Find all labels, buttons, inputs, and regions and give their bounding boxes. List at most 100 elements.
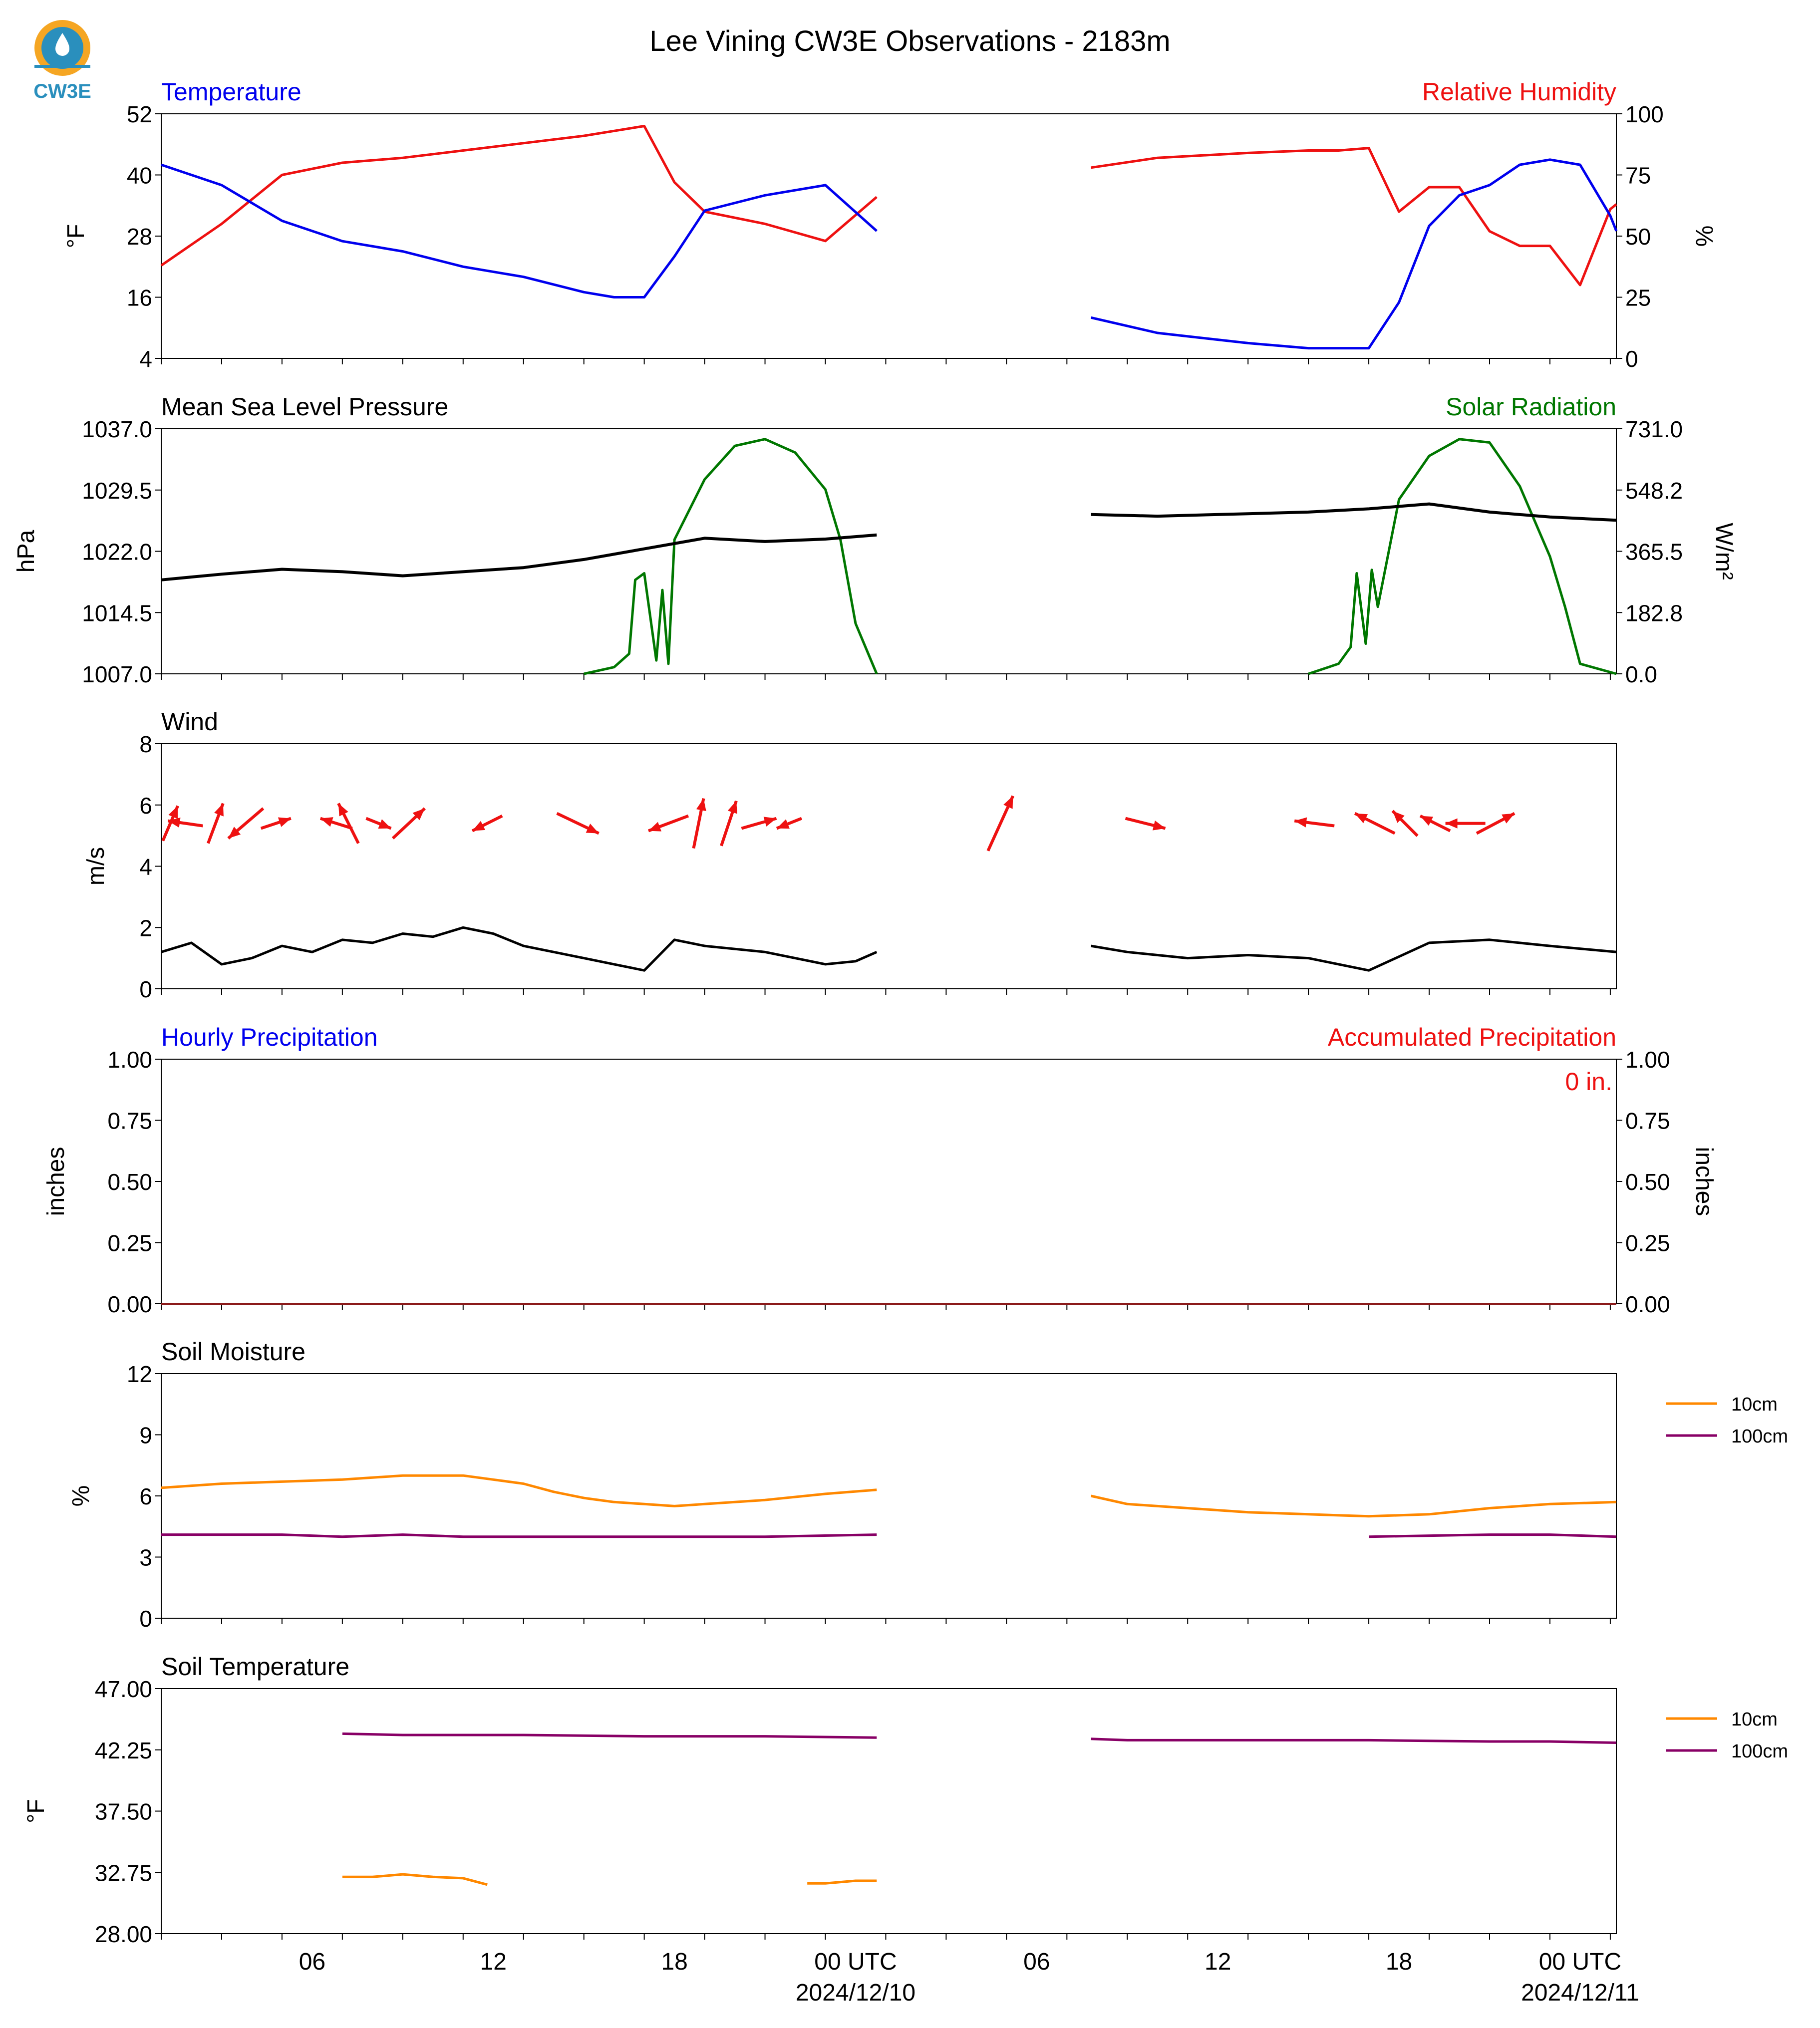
humidity-line-segment-0 bbox=[160, 125, 878, 267]
y-tick-label-left: 1029.5 bbox=[82, 478, 152, 504]
panel-title-left: Mean Sea Level Pressure bbox=[161, 393, 448, 421]
y-tick-label-left: 9 bbox=[139, 1423, 152, 1449]
wind-arrow-head bbox=[412, 808, 425, 821]
y-tick-label-right: 182.8 bbox=[1625, 600, 1683, 626]
panel-title-left: Hourly Precipitation bbox=[161, 1023, 378, 1051]
panel-title-left: Soil Temperature bbox=[161, 1653, 349, 1681]
y-axis-label-right: W/m² bbox=[1711, 523, 1737, 580]
y-tick-label-left: 4 bbox=[139, 854, 152, 880]
soil-moisture-10cm-line-segment-1 bbox=[1091, 1494, 1617, 1518]
panel-2: 1037.0 1029.5 1022.0 1014.5 1007.0 731.0 548.2… bbox=[13, 393, 1737, 687]
panel-title-left: Temperature bbox=[161, 78, 302, 106]
soil-temp-100cm-line-segment-2 bbox=[1091, 1738, 1617, 1744]
legend-label-10cm: 10cm bbox=[1731, 1709, 1778, 1730]
y-tick-label-left: 40 bbox=[127, 163, 152, 189]
x-tick-label: 00 UTC bbox=[814, 1949, 897, 1975]
wind-arrow-head bbox=[648, 822, 661, 832]
wind-arrow-head bbox=[586, 824, 599, 834]
accumulated-precip-annotation: 0 in. bbox=[1565, 1068, 1612, 1096]
y-tick-label-left: 37.50 bbox=[95, 1799, 152, 1825]
pressure-line-segment-0 bbox=[161, 533, 877, 581]
y-tick-label-right: 0.00 bbox=[1625, 1291, 1670, 1317]
x-tick-label: 06 bbox=[1023, 1949, 1050, 1975]
x-date-label: 2024/12/10 bbox=[796, 1980, 915, 2006]
soil-moisture-100cm-line-segment-2 bbox=[1369, 1533, 1617, 1538]
x-tick-label: 00 UTC bbox=[1539, 1949, 1621, 1975]
y-axis-label-left: °F bbox=[63, 224, 89, 249]
y-tick-label-right: 0.25 bbox=[1625, 1230, 1670, 1256]
plot-frame bbox=[161, 113, 1617, 359]
panel-1: 52 40 28 16 4 100 75 50 25 0 Temperature Relative H… bbox=[63, 78, 1717, 372]
panel-title-right: Solar Radiation bbox=[1446, 393, 1616, 421]
x-date-label: 2024/12/11 bbox=[1521, 1980, 1639, 2006]
humidity-line-segment-1 bbox=[1091, 147, 1617, 287]
legend-label-100cm: 100cm bbox=[1731, 1741, 1788, 1762]
soil-temp-10cm-line-segment-1 bbox=[342, 1873, 488, 1886]
y-tick-label-right: 365.5 bbox=[1625, 539, 1683, 565]
wind-arrow-head bbox=[1152, 820, 1166, 831]
y-axis-label-left: °F bbox=[23, 1799, 49, 1823]
solar-line-segment-3 bbox=[1308, 438, 1617, 675]
wind-arrow-head bbox=[727, 801, 737, 814]
plot-frame bbox=[161, 428, 1617, 674]
wind-arrow-head bbox=[1003, 796, 1013, 809]
y-tick-label-left: 32.75 bbox=[95, 1860, 152, 1886]
logo-drop-icon bbox=[55, 33, 69, 56]
y-tick-label-left: 1.00 bbox=[107, 1047, 152, 1073]
figure-title: Lee Vining CW3E Observations - 2183m bbox=[649, 25, 1170, 57]
y-tick-label-right: 548.2 bbox=[1625, 478, 1683, 504]
y-tick-label-right: 0 bbox=[1625, 346, 1638, 372]
y-axis-label-left: hPa bbox=[13, 530, 39, 573]
y-tick-label-right: 100 bbox=[1625, 101, 1664, 127]
y-tick-label-left: 28 bbox=[127, 224, 152, 250]
wind-arrow-head bbox=[472, 821, 486, 831]
cw3e-logo-graphic: CW3E bbox=[33, 20, 91, 102]
wind-arrow-head bbox=[1294, 817, 1307, 828]
wind-arrow-head bbox=[776, 819, 790, 829]
y-tick-label-left: 12 bbox=[127, 1361, 152, 1387]
y-tick-label-left: 6 bbox=[139, 793, 152, 819]
wind-speed-line-segment-1 bbox=[1091, 938, 1617, 972]
y-axis-label-left: m/s bbox=[83, 847, 109, 885]
y-tick-label-right: 0.0 bbox=[1625, 661, 1657, 687]
temperature-line-segment-0 bbox=[161, 163, 878, 298]
panel-6: 47.00 42.25 37.50 32.75 28.00 Soil Temperatur… bbox=[23, 1653, 1788, 1947]
y-tick-label-left: 6 bbox=[139, 1483, 152, 1509]
wind-arrow-head bbox=[1355, 813, 1368, 824]
soil-moisture-10cm-line-segment-0 bbox=[161, 1474, 877, 1507]
panel-title-left: Soil Moisture bbox=[161, 1338, 305, 1366]
y-tick-label-left: 1014.5 bbox=[82, 600, 152, 626]
y-tick-label-left: 0 bbox=[139, 976, 152, 1002]
y-tick-label-left: 4 bbox=[139, 346, 152, 372]
plot-frame bbox=[161, 743, 1617, 989]
wind-arrow-head bbox=[168, 806, 178, 819]
y-tick-label-left: 0 bbox=[139, 1606, 152, 1632]
panel-title-left: Wind bbox=[161, 708, 218, 736]
wind-arrow-head bbox=[338, 803, 348, 817]
y-tick-label-left: 52 bbox=[127, 101, 152, 127]
plot-frame bbox=[161, 1688, 1617, 1934]
y-tick-label-left: 8 bbox=[139, 731, 152, 757]
y-tick-label-left: 0.00 bbox=[107, 1291, 152, 1317]
y-axis-label-right: % bbox=[1691, 226, 1717, 247]
y-tick-label-left: 47.00 bbox=[95, 1676, 152, 1702]
x-tick-label: 12 bbox=[480, 1949, 507, 1975]
y-tick-label-right: 1.00 bbox=[1625, 1047, 1670, 1073]
wind-arrow-head bbox=[278, 817, 291, 827]
wind-arrow-head bbox=[378, 819, 391, 829]
panel-title-right: Relative Humidity bbox=[1422, 78, 1616, 106]
y-tick-label-right: 0.75 bbox=[1625, 1108, 1670, 1134]
y-tick-label-left: 3 bbox=[139, 1545, 152, 1571]
y-axis-label-right: inches bbox=[1691, 1147, 1717, 1216]
pressure-line-segment-1 bbox=[1091, 502, 1617, 522]
x-axis-labels: 06 12 18 00 UTC 06 12 18 00 UTC 2024/12/10 2024/1… bbox=[299, 1949, 1639, 2006]
y-tick-label-left: 0.25 bbox=[107, 1230, 152, 1256]
soil-moisture-100cm-line-segment-0 bbox=[161, 1533, 877, 1538]
legend-label-10cm: 10cm bbox=[1731, 1394, 1778, 1415]
logo-wave-icon bbox=[34, 65, 90, 68]
y-tick-label-left: 2 bbox=[139, 915, 152, 941]
cw3e-logo: CW3E bbox=[27, 19, 102, 104]
plot-frame bbox=[161, 1059, 1617, 1304]
y-tick-label-right: 0.50 bbox=[1625, 1169, 1670, 1195]
